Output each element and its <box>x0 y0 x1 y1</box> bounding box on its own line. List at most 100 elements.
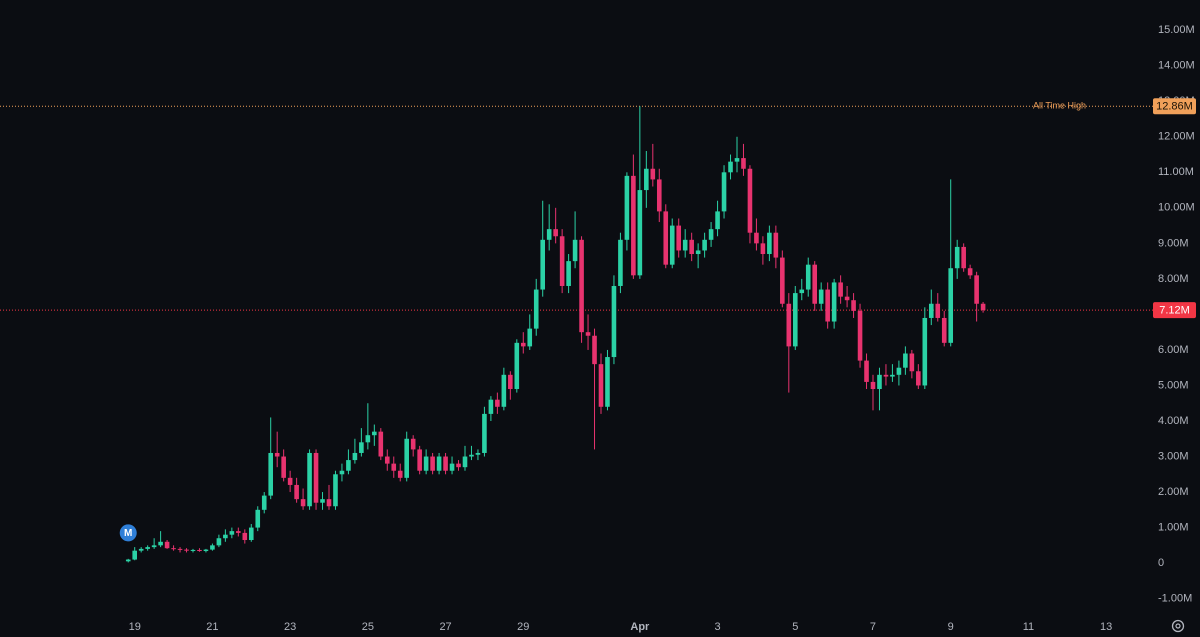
x-tick-label: 27 <box>439 621 451 633</box>
plot: All Time High M <box>0 101 1153 563</box>
price-badge <box>1153 302 1196 319</box>
candle-body <box>125 559 131 562</box>
candle-body <box>637 190 643 276</box>
settings-icon[interactable] <box>1171 619 1185 633</box>
x-tick-label: 21 <box>206 621 218 633</box>
y-tick-label: 1.00M <box>1158 521 1189 533</box>
candle-body <box>236 531 241 533</box>
y-tick-label: 8.00M <box>1158 273 1189 285</box>
candle-body <box>831 282 837 322</box>
candle-body <box>760 243 766 255</box>
candle-body <box>618 239 623 286</box>
candle-body <box>786 303 792 347</box>
candle-body <box>780 257 785 304</box>
candle-body <box>475 452 481 455</box>
candle-body <box>708 229 714 240</box>
candle-body <box>443 456 448 471</box>
candle-body <box>598 364 604 407</box>
candle-body <box>851 300 856 311</box>
candle-body <box>741 158 746 169</box>
candle-body <box>326 499 332 507</box>
candle-body <box>896 367 902 375</box>
candle-body <box>903 353 908 368</box>
candle-body <box>954 246 960 269</box>
candle-body <box>967 268 973 276</box>
candle-body <box>268 452 274 496</box>
candle-body <box>728 161 733 173</box>
candle-body <box>682 239 688 251</box>
candle-body <box>857 310 863 361</box>
candle-body <box>799 289 805 294</box>
candle-body <box>520 342 526 347</box>
candle-body <box>631 175 636 276</box>
candle-body <box>203 549 209 552</box>
candle-body <box>462 456 468 468</box>
axes: -1.00M01.00M2.00M3.00M4.00M5.00M6.00M7.0… <box>129 24 1196 633</box>
candle-body <box>592 335 597 365</box>
candle-body <box>676 225 682 251</box>
candle-body <box>449 463 455 471</box>
candle-body <box>359 442 364 453</box>
candle-body <box>579 239 584 333</box>
candle-body <box>747 168 753 233</box>
candle-body <box>346 460 351 471</box>
candle-body <box>404 438 410 478</box>
candle-body <box>333 474 338 507</box>
candle-body <box>605 357 610 407</box>
candle-body <box>339 470 345 475</box>
x-tick-label: 11 <box>1023 621 1034 633</box>
x-tick-label: 19 <box>129 621 141 633</box>
candle-body <box>378 431 384 457</box>
candle-body <box>248 527 254 541</box>
candle-body <box>818 289 824 304</box>
candle-body <box>754 232 759 244</box>
candle-body <box>261 495 267 510</box>
x-tick-label: 29 <box>517 621 529 633</box>
event-marker <box>118 523 138 543</box>
candle-body <box>495 399 500 407</box>
candle-body <box>242 532 248 541</box>
candle-body <box>870 381 876 390</box>
candle-body <box>190 549 196 551</box>
price-badge-label: 12.86M <box>1156 101 1193 113</box>
candle-body <box>695 250 701 255</box>
candle-body <box>300 499 306 507</box>
candle-body <box>948 268 954 343</box>
candle-body <box>928 303 934 318</box>
candle-body <box>941 317 947 343</box>
candle-body <box>890 374 895 377</box>
candle-body <box>663 211 669 265</box>
x-tick-label: 7 <box>870 621 876 633</box>
candle-body <box>624 175 630 240</box>
candle-body <box>585 332 591 336</box>
candle-body <box>171 548 176 550</box>
candle-body <box>540 239 546 290</box>
y-tick-label: 10.00M <box>1158 202 1195 214</box>
candle-body <box>320 499 325 503</box>
candle-body <box>313 452 319 503</box>
y-tick-label: -1.00M <box>1158 593 1192 605</box>
candle-body <box>844 296 850 301</box>
x-tick-label: 25 <box>362 621 374 633</box>
candle-body <box>456 463 461 468</box>
candle-body <box>216 538 222 546</box>
candle-body <box>656 179 662 212</box>
candle-body <box>961 246 966 269</box>
gear-hub <box>1175 623 1181 629</box>
candle-body <box>715 211 720 230</box>
candle-body <box>436 456 442 471</box>
candle-body <box>294 484 299 500</box>
candle-body <box>980 303 986 311</box>
candle-body <box>611 285 617 358</box>
candle-body <box>184 549 189 551</box>
candle-body <box>689 239 694 255</box>
candle-body <box>812 264 818 304</box>
candle-body <box>352 452 358 461</box>
candle-body <box>145 547 150 549</box>
y-tick-label: 4.00M <box>1158 415 1189 427</box>
y-tick-label: 6.00M <box>1158 344 1189 356</box>
candle-body <box>384 456 390 464</box>
candle-body <box>132 550 138 560</box>
